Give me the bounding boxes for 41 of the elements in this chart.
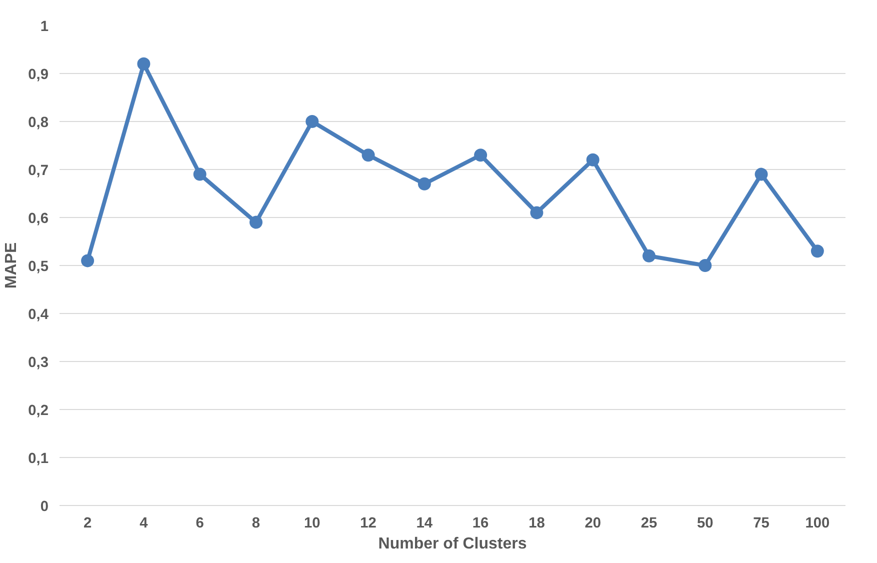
x-tick-label: 16 <box>472 516 489 532</box>
x-tick-label: 6 <box>196 516 204 532</box>
y-tick-label: 0,2 <box>28 403 48 419</box>
y-axis-title: MAPE <box>3 242 20 289</box>
y-tick-label: 0,1 <box>28 451 48 467</box>
point <box>418 177 431 190</box>
x-tick-label: 50 <box>696 516 714 532</box>
x-tick-label: 100 <box>805 516 830 532</box>
x-tick-label: 20 <box>584 516 602 532</box>
y-tick-label: 0,6 <box>28 211 48 227</box>
x-tick-label: 10 <box>304 516 320 532</box>
point <box>137 57 150 70</box>
y-tick-label: 1 <box>40 19 49 35</box>
y-tick-label: 0,3 <box>28 355 48 371</box>
point <box>193 168 206 181</box>
x-tick-label: 2 <box>83 516 92 532</box>
y-tick-label: 0,7 <box>28 163 48 179</box>
x-tick-label: 8 <box>252 516 260 532</box>
x-axis-title: Number of Clusters <box>378 536 527 552</box>
point <box>250 216 262 229</box>
point <box>698 259 712 272</box>
x-tick-label: 18 <box>528 516 545 532</box>
x-tick-label: 14 <box>416 516 434 532</box>
y-tick-label: 0,4 <box>28 307 50 323</box>
y-tick-label: 0,8 <box>28 115 48 131</box>
point <box>810 244 824 258</box>
y-tick-label: 0 <box>40 499 49 515</box>
x-tick-label: 25 <box>640 516 658 532</box>
point <box>586 153 600 166</box>
point <box>474 148 488 162</box>
point <box>362 148 375 162</box>
y-tick-label: 0,9 <box>28 67 48 83</box>
x-tick-label: 75 <box>753 516 770 532</box>
point <box>306 115 319 128</box>
point <box>642 249 656 262</box>
x-tick-label: 12 <box>360 516 376 532</box>
x-tick-label: 4 <box>140 516 149 532</box>
y-tick-label: 0,5 <box>28 259 48 275</box>
point <box>81 254 94 268</box>
point <box>754 168 768 181</box>
point <box>530 206 544 220</box>
